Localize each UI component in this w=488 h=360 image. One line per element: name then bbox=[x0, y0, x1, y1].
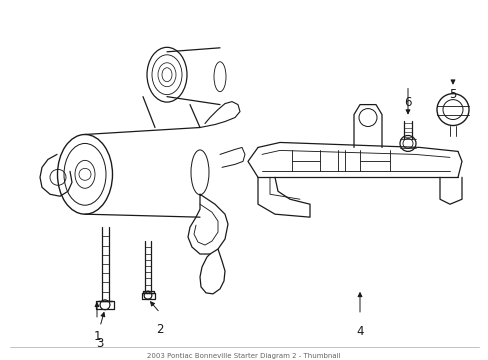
Text: 3: 3 bbox=[96, 337, 103, 350]
Text: 2003 Pontiac Bonneville Starter Diagram 2 - Thumbnail: 2003 Pontiac Bonneville Starter Diagram … bbox=[147, 353, 340, 359]
Text: 4: 4 bbox=[356, 325, 363, 338]
Text: 1: 1 bbox=[93, 330, 101, 343]
Text: 5: 5 bbox=[448, 88, 456, 101]
Text: 6: 6 bbox=[404, 96, 411, 109]
Text: 2: 2 bbox=[156, 323, 163, 336]
